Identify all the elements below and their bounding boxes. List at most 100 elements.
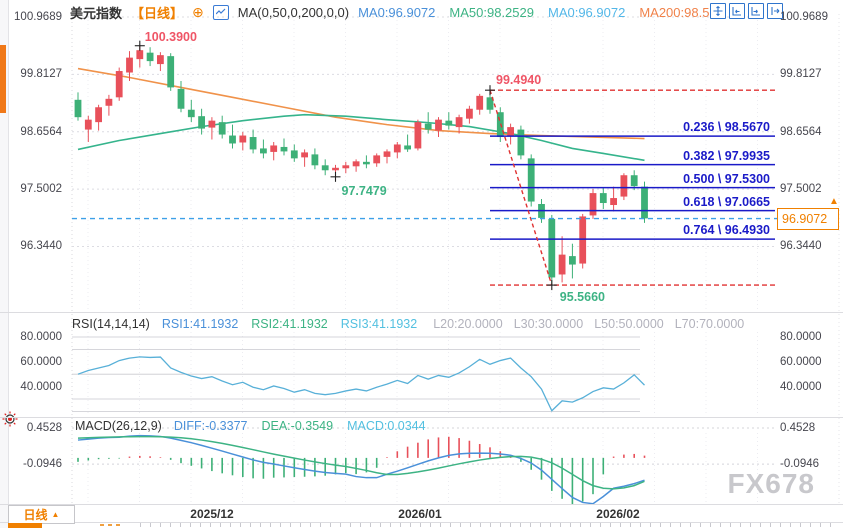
rsi-header: RSI(14,14,14) RSI1:41.1932 RSI2:41.1932 RS… — [72, 317, 744, 331]
next-panel-fragment-tick — [830, 523, 831, 527]
ma-value-label: MA0:96.9072 — [358, 4, 436, 20]
next-panel-fragment-tick — [670, 523, 671, 527]
next-panel-fragment-tick — [350, 523, 351, 527]
next-panel-fragment-tick — [250, 523, 251, 527]
fit-both-axes-icon[interactable] — [729, 3, 745, 19]
macd-axis-label: -0.0946 — [780, 458, 820, 471]
next-panel-fragment-tick — [800, 523, 801, 527]
candlestick-series — [74, 45, 648, 286]
next-panel-fragment-tick — [710, 523, 711, 527]
next-panel-fragment-tick — [180, 523, 181, 527]
swing-low-label: 95.5660 — [559, 290, 605, 305]
x-axis-label: 2025/12 — [190, 507, 234, 521]
next-panel-fragment-tick — [690, 523, 691, 527]
macd-title[interactable]: MACD(26,12,9) — [75, 419, 162, 433]
macd-histogram — [77, 436, 646, 505]
symbol-title: 美元指数 — [70, 5, 123, 21]
go-to-latest-icon[interactable] — [767, 3, 783, 19]
price-up-arrow-icon: ▲ — [829, 195, 839, 207]
sidebar-accent-bar — [0, 45, 6, 113]
crosshair-icon[interactable] — [710, 3, 726, 19]
macd-values: DIFF:-0.3377 DEA:-0.3549 MACD:0.0344 — [174, 419, 426, 433]
next-panel-fragment-tick — [750, 523, 751, 527]
next-panel-fragment-tick — [190, 523, 191, 527]
next-panel-fragment-tick — [370, 523, 371, 527]
next-panel-fragment-tick — [530, 523, 531, 527]
fit-right-axis-icon[interactable] — [748, 3, 764, 19]
macd-diff-line — [77, 434, 645, 505]
next-panel-fragment-dot — [100, 524, 104, 526]
next-panel-fragment-tick — [200, 523, 201, 527]
high-price-label: 100.3900 — [144, 29, 197, 44]
rsi-level-label: L70:70.0000 — [674, 317, 745, 331]
live-hot-icon[interactable] — [2, 411, 18, 427]
y-axis-label: 100.9689 — [14, 11, 62, 23]
x-axis-label: 2026/02 — [596, 507, 640, 521]
next-panel-fragment-tick — [440, 523, 441, 527]
trend-annotation-lines[interactable] — [489, 89, 775, 286]
next-panel-fragment-tick — [740, 523, 741, 527]
next-panel-fragment-tick — [560, 523, 561, 527]
next-panel-fragment-tick — [170, 523, 171, 527]
rsi-axis-label: 80.0000 — [20, 331, 62, 343]
fib-level-label: 0.764 \ 96.4930 — [683, 223, 770, 238]
rsi-axis-label: 60.0000 — [780, 355, 822, 368]
ma-value-label: MA200:98.5 — [639, 4, 710, 20]
rsi-axis-label: 40.0000 — [780, 380, 822, 393]
fib-level-label: 0.382 \ 97.9935 — [683, 148, 770, 163]
rsi-title[interactable]: RSI(14,14,14) — [72, 317, 150, 331]
current-price-tag: 96.9072 — [777, 207, 839, 230]
next-panel-fragment-tick — [500, 523, 501, 527]
next-panel-fragment-tick — [160, 523, 161, 527]
candlestick-chart-icon[interactable] — [212, 4, 229, 20]
next-panel-fragment-tick — [510, 523, 511, 527]
swing-high-label: 99.4940 — [496, 73, 542, 88]
next-panel-fragment-tick — [790, 523, 791, 527]
rsi-value-label: RSI2:41.1932 — [251, 317, 328, 331]
next-panel-fragment-tick — [270, 523, 271, 527]
fib-level-label: 0.500 \ 97.5300 — [683, 171, 770, 186]
timeframe-label: 【日线】 — [131, 5, 184, 21]
ma-settings-label[interactable]: MA(0,50,0,200,0,0) — [237, 4, 350, 20]
next-panel-fragment-tick — [330, 523, 331, 527]
ma-values: MA0:96.9072 MA50:98.2529 MA0:96.9072 MA200:… — [358, 5, 709, 20]
left-sidebar — [0, 0, 9, 528]
next-panel-fragment-tick — [260, 523, 261, 527]
next-panel-tab-fragment — [8, 523, 42, 528]
y-axis-label: 99.8127 — [780, 68, 822, 81]
tab-arrow-icon: ▲ — [51, 510, 60, 519]
timeframe-tab-daily[interactable]: 日线 ▲ — [8, 505, 75, 524]
next-panel-fragment-tick — [230, 523, 231, 527]
next-panel-fragment-tick — [570, 523, 571, 527]
x-axis-label: 2026/01 — [398, 507, 442, 521]
next-panel-fragment-tick — [380, 523, 381, 527]
y-axis-label: 100.9689 — [780, 11, 828, 23]
next-panel-fragment-tick — [390, 523, 391, 527]
y-axis-label: 97.5002 — [20, 183, 62, 196]
next-panel-fragment-tick — [540, 523, 541, 527]
next-panel-fragment-tick — [820, 523, 821, 527]
next-panel-fragment-tick — [610, 523, 611, 527]
timeframe-tab-label: 日线 — [23, 508, 48, 522]
next-panel-fragment-tick — [600, 523, 601, 527]
rsi-panel-area[interactable] — [9, 330, 775, 416]
macd-axis-label: 0.4528 — [780, 422, 816, 434]
macd-panel-area[interactable] — [9, 430, 775, 504]
next-panel-fragment-tick — [300, 523, 301, 527]
next-panel-fragment-tick — [660, 523, 661, 527]
rsi-level-lines — [72, 336, 640, 412]
next-panel-fragment-tick — [420, 523, 421, 527]
add-indicator-icon[interactable]: ⊕ — [192, 4, 204, 20]
chart-toolbar: 美元指数 【日线】 ⊕ MA(0,50,0,200,0,0) MA0:96.90… — [70, 3, 709, 21]
y-axis-label: 96.3440 — [20, 240, 62, 253]
rsi-axis-label: 40.0000 — [20, 380, 62, 393]
panel-divider — [0, 522, 843, 523]
y-axis-label: 98.6564 — [780, 125, 822, 138]
next-panel-fragment-tick — [210, 523, 211, 527]
ma50-line — [77, 113, 645, 162]
next-panel-fragment-tick — [580, 523, 581, 527]
watermark: FX678 — [727, 468, 815, 499]
next-panel-fragment-tick — [450, 523, 451, 527]
